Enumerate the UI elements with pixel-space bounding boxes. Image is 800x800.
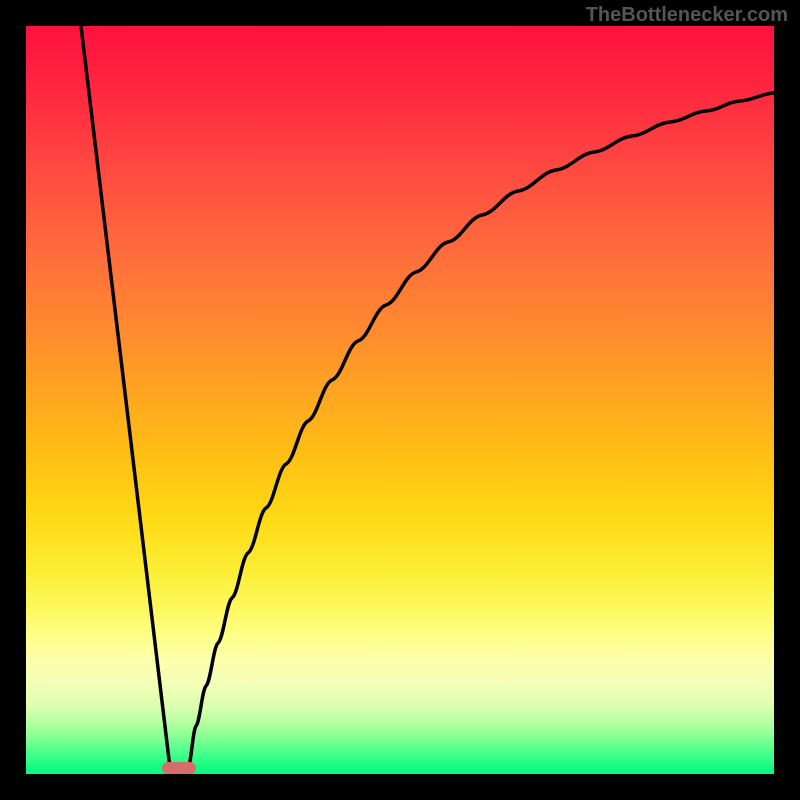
watermark-text: TheBottlenecker.com: [586, 4, 788, 27]
chart-plot-area: [26, 26, 774, 774]
right-curve-line: [188, 93, 774, 768]
left-curve-line: [81, 26, 170, 768]
optimal-marker: [162, 762, 196, 774]
bottleneck-curves: [26, 26, 774, 774]
